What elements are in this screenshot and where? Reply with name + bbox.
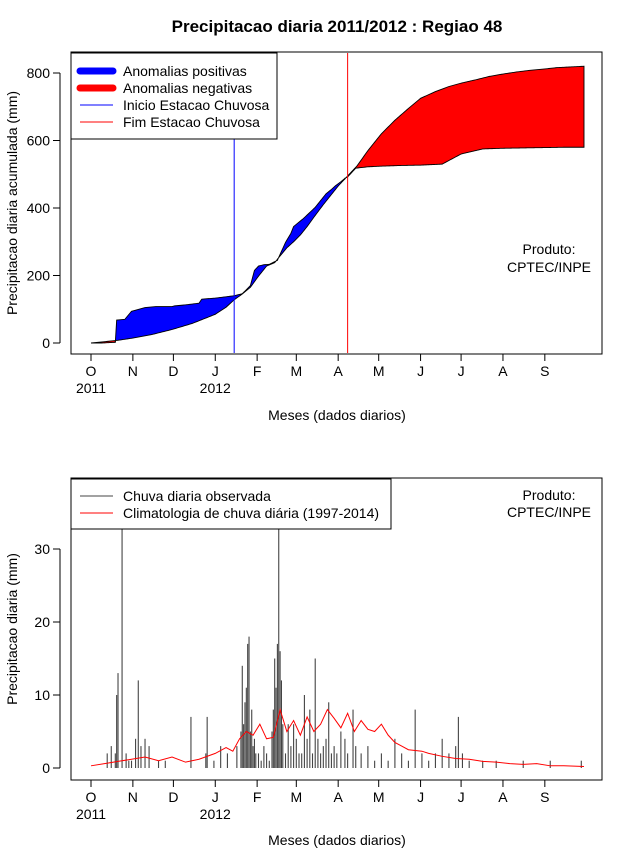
year-label: 2012: [200, 380, 231, 396]
annotation-cptec: CPTEC/INPE: [507, 504, 591, 520]
x-tick-label: J: [212, 789, 219, 805]
legend-label-observed: Chuva diaria observada: [123, 488, 271, 504]
annotation-cptec: CPTEC/INPE: [507, 259, 591, 275]
annotation-produto: Produto:: [523, 487, 576, 503]
climatology-line: [90, 707, 585, 768]
negative-anomaly-area: [344, 65, 585, 180]
x-tick-label: N: [128, 363, 138, 379]
y-tick-label: 600: [27, 133, 51, 149]
x-tick-label: M: [373, 789, 385, 805]
x-tick-label: S: [540, 789, 549, 805]
chart-daily: 0 10 20 30 O N D J F M A M J J A S 2011 2012 Meses (dado…: [4, 477, 603, 848]
x-tick-label: J: [417, 363, 424, 379]
legend: Anomalias positivas Anomalias negativas …: [70, 52, 278, 140]
daily-bars: [106, 527, 582, 768]
y-tick-label: 200: [27, 268, 51, 284]
legend-label-end: Fim Estacao Chuvosa: [123, 114, 260, 130]
x-tick-label: F: [253, 789, 262, 805]
x-axis: O N D J F M A M J J A S 2011 2012: [76, 353, 550, 396]
year-label: 2012: [200, 806, 231, 822]
y-axis: 0 10 20 30: [34, 541, 61, 776]
y-tick-label: 800: [27, 65, 51, 81]
year-label: 2011: [76, 806, 106, 822]
x-tick-label: J: [458, 363, 465, 379]
x-tick-label: O: [86, 363, 97, 379]
negative-anomaly-area: [90, 340, 116, 344]
x-axis: O N D J F M A M J J A S 2011 2012: [76, 779, 550, 822]
y-axis: 0 200 400 600 800: [27, 65, 61, 351]
legend: Chuva diaria observada Climatologia de c…: [70, 478, 392, 530]
legend-label-climatology: Climatologia de chuva diária (1997-2014): [123, 505, 379, 521]
x-tick-label: A: [334, 363, 344, 379]
x-tick-label: M: [373, 363, 385, 379]
y-tick-label: 400: [27, 200, 51, 216]
legend-label-onset: Inicio Estacao Chuvosa: [123, 97, 270, 113]
positive-anomaly-area: [276, 177, 346, 261]
year-label: 2011: [76, 380, 106, 396]
x-tick-label: O: [86, 789, 97, 805]
x-tick-label: J: [212, 363, 219, 379]
legend-box: [70, 52, 278, 140]
x-tick-label: J: [417, 789, 424, 805]
positive-anomaly-area: [114, 260, 277, 343]
y-axis-label: Precipitacao diaria acumulada (mm): [4, 91, 20, 315]
x-axis-label: Meses (dados diarios): [268, 407, 406, 423]
anomaly-areas: [90, 65, 585, 344]
y-tick-label: 20: [34, 614, 50, 630]
y-axis-label: Precipitacao diaria (mm): [4, 553, 20, 705]
x-tick-label: S: [540, 363, 549, 379]
climatology-series: [90, 707, 585, 768]
x-tick-label: F: [253, 363, 262, 379]
x-tick-label: A: [334, 789, 344, 805]
x-tick-label: A: [498, 789, 508, 805]
x-tick-label: D: [168, 789, 178, 805]
y-tick-label: 10: [34, 687, 50, 703]
legend-box: [70, 478, 392, 530]
x-tick-label: J: [458, 789, 465, 805]
chart-title: Precipitacao diaria 2011/2012 : Regiao 4…: [172, 17, 503, 36]
x-tick-label: N: [128, 789, 138, 805]
x-axis-label: Meses (dados diarios): [268, 832, 406, 848]
chart-accumulated: Precipitacao diaria 2011/2012 : Regiao 4…: [4, 17, 603, 423]
x-tick-label: D: [168, 363, 178, 379]
y-tick-label: 30: [34, 541, 50, 557]
x-tick-label: M: [290, 789, 302, 805]
legend-label-positive: Anomalias positivas: [123, 63, 247, 79]
y-tick-label: 0: [42, 760, 50, 776]
x-tick-label: A: [498, 363, 508, 379]
annotation-produto: Produto:: [523, 241, 576, 257]
y-tick-label: 0: [42, 335, 50, 351]
x-tick-label: M: [290, 363, 302, 379]
legend-label-negative: Anomalias negativas: [123, 80, 252, 96]
